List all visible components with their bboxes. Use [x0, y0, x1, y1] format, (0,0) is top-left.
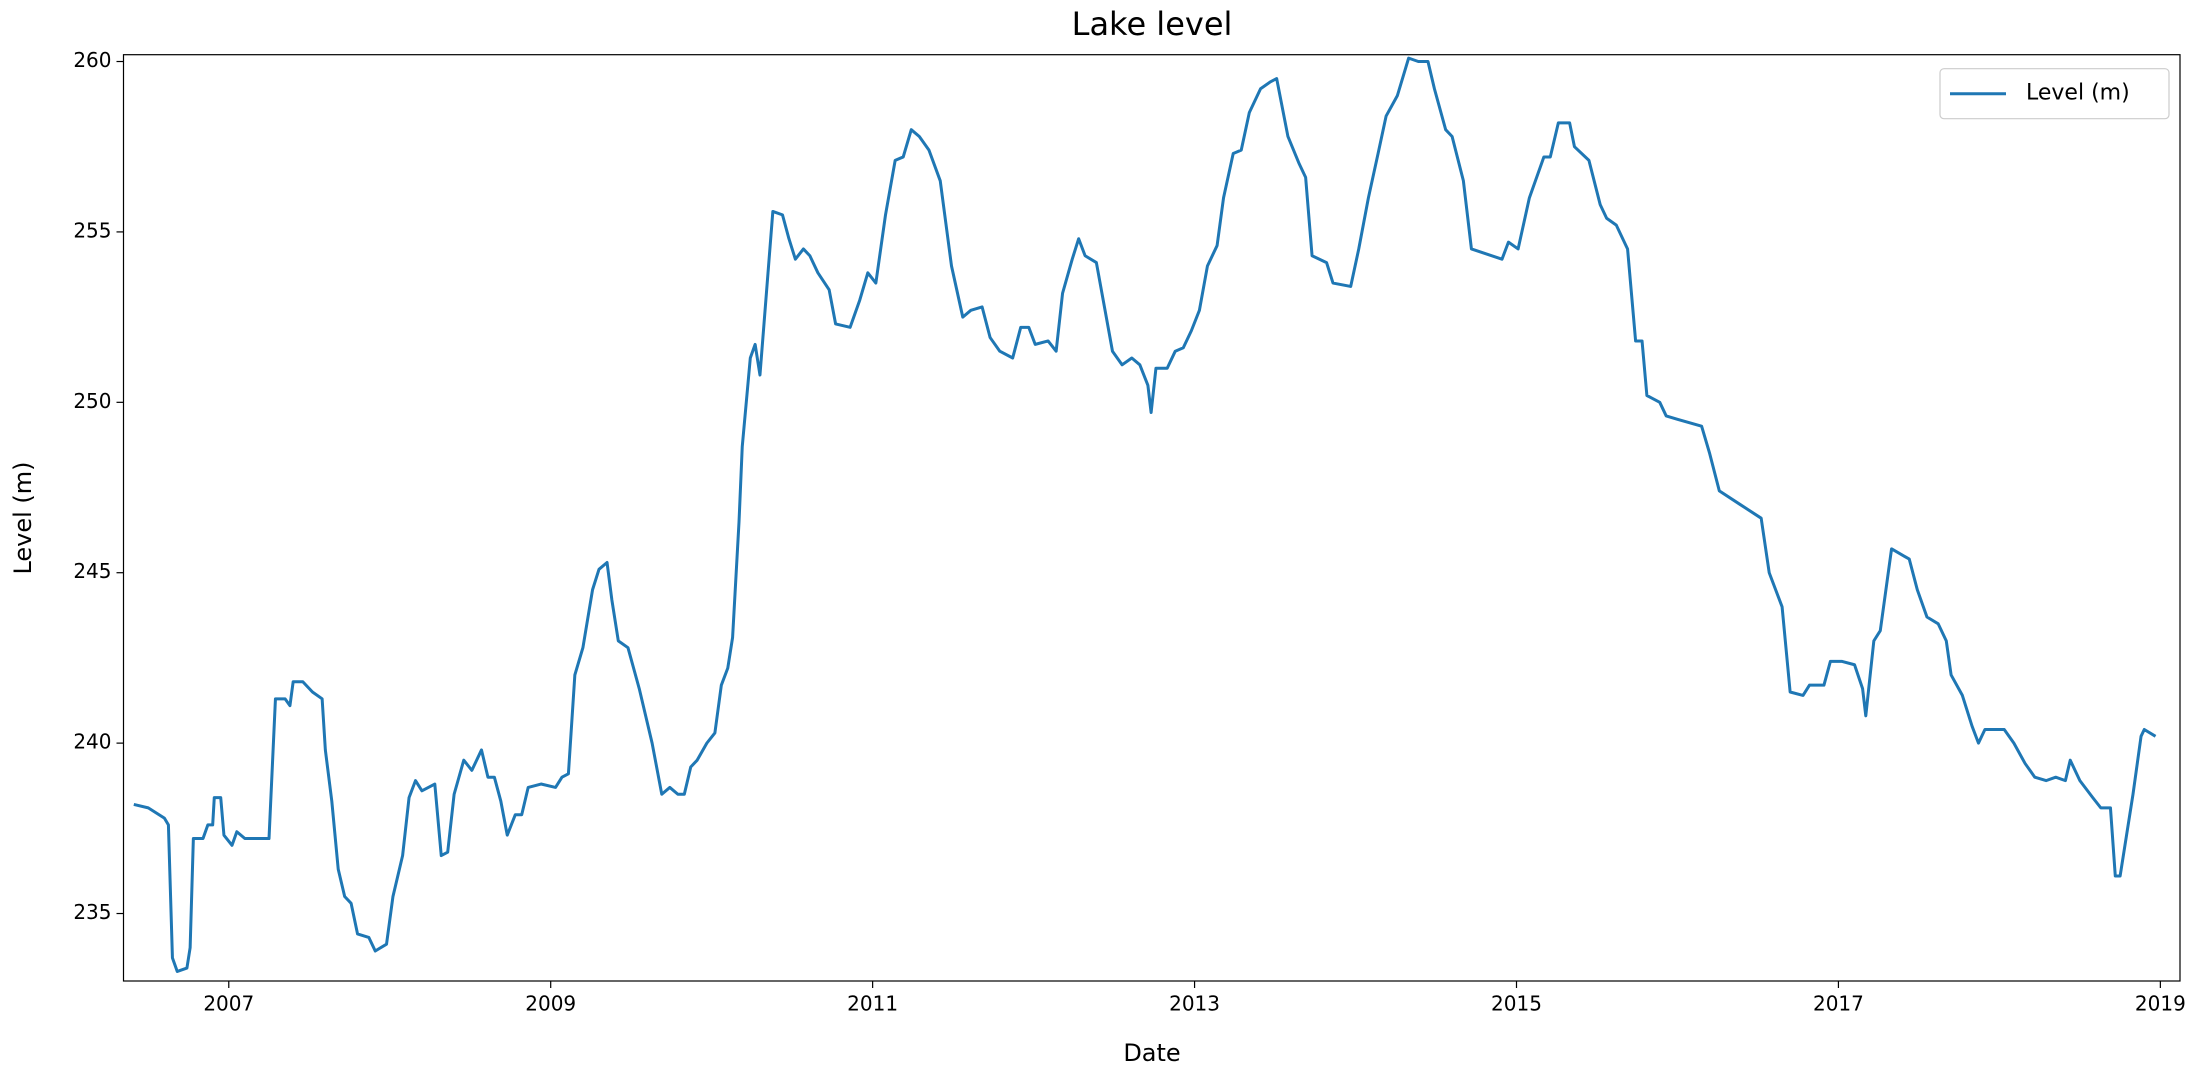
x-tick-label: 2019 — [2135, 992, 2186, 1016]
y-tick-label: 245 — [73, 559, 111, 583]
plot-frame — [122, 54, 2181, 982]
legend-label: Level (m) — [2026, 81, 2130, 106]
y-tick-label: 235 — [73, 900, 111, 924]
chart-title: Lake level — [1072, 5, 1233, 43]
data-line — [133, 56, 2157, 973]
x-tick-label: 2013 — [1169, 992, 1220, 1016]
x-tick-label: 2007 — [203, 992, 254, 1016]
y-tick-label: 255 — [73, 218, 111, 242]
x-tick-label: 2017 — [1813, 992, 1864, 1016]
x-tick-label: 2015 — [1491, 992, 1542, 1016]
x-tick-label: 2009 — [525, 992, 576, 1016]
y-tick-label: 250 — [73, 389, 111, 413]
y-axis-label: Level (m) — [9, 461, 37, 574]
legend-box — [1939, 68, 2170, 120]
y-tick-label: 260 — [73, 48, 111, 72]
y-tick-label: 240 — [73, 730, 111, 754]
x-axis-label: Date — [1123, 1039, 1180, 1067]
x-tick-label: 2011 — [847, 992, 898, 1016]
